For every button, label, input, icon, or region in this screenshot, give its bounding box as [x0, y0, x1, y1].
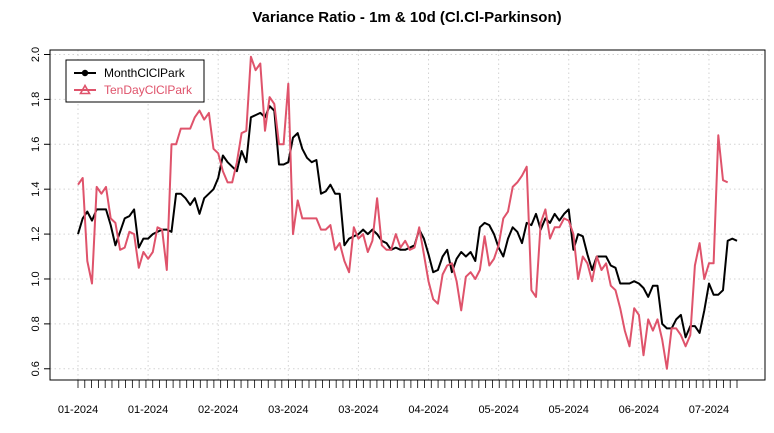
series-line-tenday [77, 55, 729, 370]
x-tick-label: 04-2024 [408, 404, 448, 416]
x-tick-label: 01-2024 [128, 404, 168, 416]
y-tick-label: 0.6 [30, 361, 42, 376]
y-tick-label: 0.8 [30, 316, 42, 331]
series-layer [77, 55, 738, 370]
y-tick-label: 1.4 [30, 182, 42, 197]
x-tick-label: 07-2024 [689, 404, 729, 416]
x-tick-label: 05-2024 [549, 404, 589, 416]
x-tick-label: 02-2024 [198, 404, 238, 416]
y-tick-label: 1.0 [30, 271, 42, 286]
y-tick-label: 1.6 [30, 137, 42, 152]
plot-frame [49, 49, 766, 381]
x-tick-label: 01-2024 [58, 404, 98, 416]
legend-circle-marker [81, 69, 89, 77]
x-tick-label: 03-2024 [338, 404, 378, 416]
y-axis: 0.6 0.8 1.0 1.2 1.4 1.6 1.8 2.0 [30, 47, 50, 376]
x-tick-label: 03-2024 [268, 404, 308, 416]
y-tick-label: 1.2 [30, 226, 42, 241]
y-tick-label: 1.8 [30, 92, 42, 107]
legend-triangle-marker [79, 83, 91, 95]
x-tick-label: 05-2024 [478, 404, 518, 416]
legend-box [65, 59, 205, 103]
x-tick-label: 06-2024 [619, 404, 659, 416]
legend: MonthClClPark TenDayClClPark [65, 59, 205, 103]
x-axis: 01-2024 01-2024 02-2024 03-2024 03-2024 04-20… [58, 380, 738, 416]
legend-label: TenDayClClPark [104, 83, 193, 97]
y-tick-label: 2.0 [30, 47, 42, 62]
chart-title: Variance Ratio - 1m & 10d (Cl.Cl-Parkins… [252, 9, 561, 26]
legend-label: MonthClClPark [104, 66, 186, 80]
series-line-month [77, 105, 738, 339]
